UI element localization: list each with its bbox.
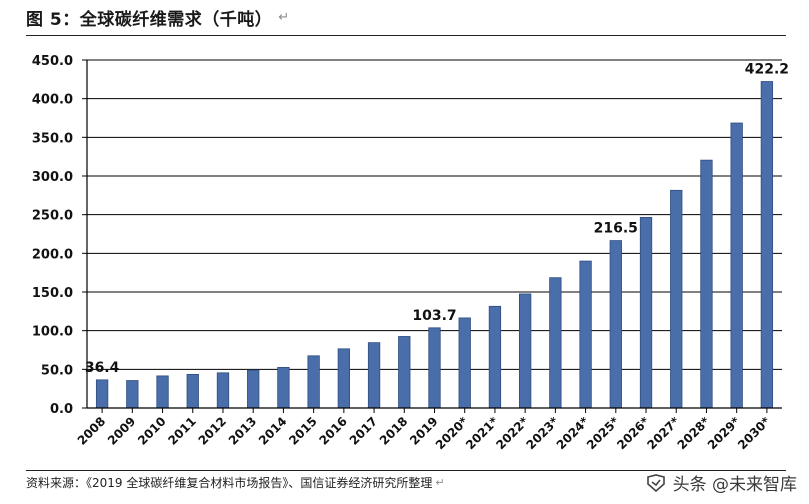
bar <box>760 81 774 409</box>
axes: 0.0 50.0 100.0 150.0 200.0 250.0 300.0 350.0 400… <box>32 54 782 417</box>
x-tick-label: 2022* <box>493 414 531 452</box>
data-labels: 36.4 103.7 216.5 422.2 <box>85 61 789 375</box>
bar <box>730 122 743 409</box>
figure-title: 图 5：全球碳纤维需求（千吨） <box>26 9 273 30</box>
gridlines <box>87 59 782 370</box>
bar <box>398 336 411 409</box>
bar <box>95 379 109 409</box>
x-tick-label: 2021* <box>463 414 501 452</box>
bars <box>95 81 774 409</box>
x-tick-label: 2026* <box>614 414 652 452</box>
y-tick-label: 350.0 <box>32 131 73 146</box>
data-label: 216.5 <box>594 221 638 237</box>
y-tick-label: 450.0 <box>32 54 73 69</box>
data-label: 422.2 <box>745 61 789 77</box>
watermark: 头条 @未来智库 <box>645 470 797 495</box>
x-tick-label: 2018 <box>377 414 411 448</box>
bar <box>670 189 683 409</box>
bar <box>549 277 562 409</box>
bar <box>367 342 381 409</box>
bar <box>488 305 502 409</box>
data-label: 36.4 <box>85 360 120 376</box>
y-tick-label: 100.0 <box>32 325 73 340</box>
x-tick-label: 2028* <box>675 414 713 452</box>
y-tick-label: 300.0 <box>32 170 73 185</box>
x-tick-label: 2008 <box>75 414 109 448</box>
bar <box>186 373 199 409</box>
source-return-mark: ↵ <box>435 475 445 489</box>
bar <box>337 348 350 409</box>
bar <box>700 159 713 409</box>
bar <box>247 369 260 409</box>
return-mark: ↵ <box>278 9 290 25</box>
bar <box>428 327 441 409</box>
x-tick-label: 2015 <box>286 414 320 448</box>
x-tick-label: 2009 <box>105 414 139 448</box>
y-tick-label: 250.0 <box>32 209 73 224</box>
x-tick-label: 2014 <box>256 414 290 448</box>
y-tick-label: 150.0 <box>32 286 73 301</box>
x-tick-label: 2013 <box>226 414 260 448</box>
watermark-text: 头条 @未来智库 <box>672 475 797 495</box>
x-tick-label: 2016 <box>316 414 350 448</box>
bar <box>458 317 471 409</box>
x-tick-label: 2020* <box>433 414 471 452</box>
x-tick-label: 2024* <box>554 414 592 452</box>
x-tick-labels: 2008200920102011201220132014201520162017… <box>75 414 774 452</box>
x-tick-label: 2030* <box>735 414 773 452</box>
x-tick-label: 2023* <box>524 414 562 452</box>
bar <box>609 240 622 409</box>
y-tick-label: 0.0 <box>50 402 73 417</box>
source-note: 资料来源：《2019 全球碳纤维复合材料市场报告》、国信证券经济研究所整理 <box>26 475 433 490</box>
bar <box>277 366 290 409</box>
y-tick-label: 200.0 <box>32 247 73 262</box>
source-divider-rule <box>26 470 786 471</box>
bar <box>307 355 320 409</box>
bar <box>216 372 230 409</box>
title-divider-rule <box>26 35 786 36</box>
headline-logo-icon <box>646 473 665 492</box>
y-tick-label: 50.0 <box>41 363 73 378</box>
x-tick-label: 2025* <box>584 414 622 452</box>
figure-title-row: 图 5：全球碳纤维需求（千吨） ↵ <box>26 4 289 30</box>
x-tick-label: 2010 <box>135 414 169 448</box>
x-tick-label: 2012 <box>196 414 230 448</box>
bar <box>156 375 169 409</box>
data-label: 103.7 <box>412 308 456 324</box>
x-tick-label: 2029* <box>705 414 743 452</box>
bar <box>519 293 532 409</box>
x-tick-label: 2017 <box>347 414 381 448</box>
x-tick-label: 2027* <box>644 414 682 452</box>
source-row: 资料来源：《2019 全球碳纤维复合材料市场报告》、国信证券经济研究所整理 ↵ <box>26 473 445 491</box>
y-tick-label: 400.0 <box>32 93 73 108</box>
bar <box>639 216 653 409</box>
x-tick-label: 2011 <box>165 414 199 448</box>
bar <box>579 260 592 409</box>
bar <box>126 380 139 409</box>
